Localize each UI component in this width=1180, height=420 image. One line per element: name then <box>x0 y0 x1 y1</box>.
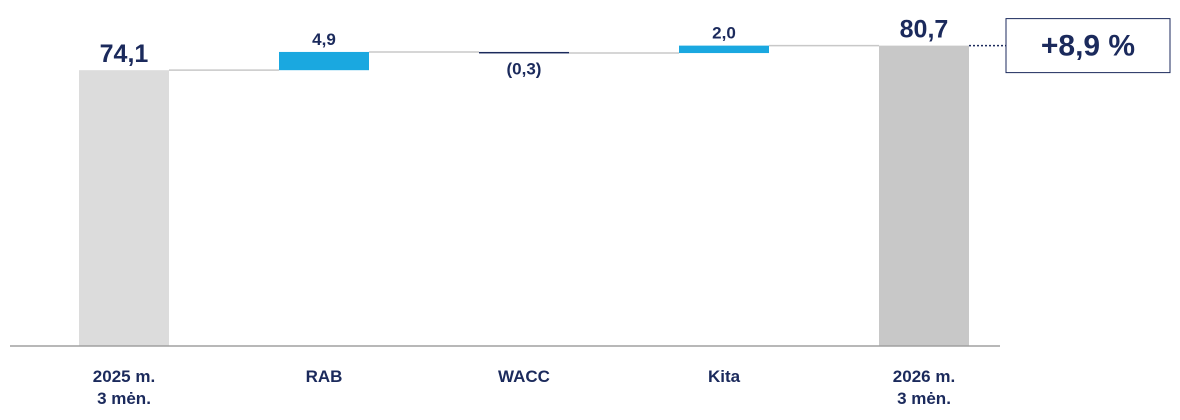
value-label: (0,3) <box>507 59 542 78</box>
x-tick-label: 2025 m. 3 mėn. <box>92 367 156 408</box>
annotation: +8,9 % <box>1041 30 1135 63</box>
value-label: 74,1 <box>100 40 149 68</box>
x-tick-label: 2026 m. 3 mėn. <box>892 367 956 408</box>
x-tick-label: Kita <box>707 367 741 386</box>
x-tick-label: WACC <box>498 367 550 386</box>
bar <box>79 70 169 346</box>
bar <box>879 45 969 346</box>
value-label: 2,0 <box>712 24 736 43</box>
bar <box>479 51 569 54</box>
annotation-box <box>1005 18 1171 74</box>
bar <box>679 45 769 54</box>
bar <box>279 51 369 71</box>
value-label: 80,7 <box>900 16 949 44</box>
x-tick-label: RAB <box>305 367 343 386</box>
value-label: 4,9 <box>312 30 336 49</box>
